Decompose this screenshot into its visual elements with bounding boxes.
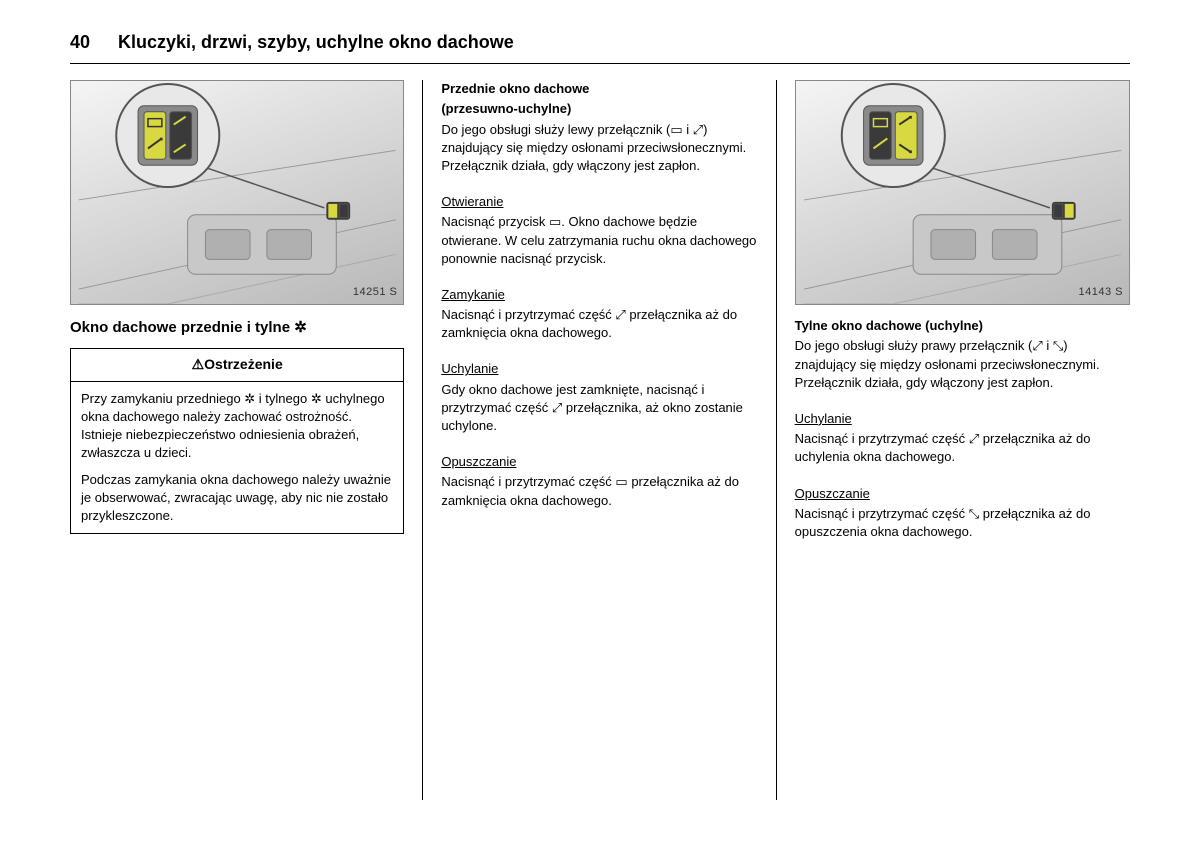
page-header: 40 Kluczyki, drzwi, szyby, uchylne okno … xyxy=(70,30,1130,55)
page-number: 40 xyxy=(70,30,90,55)
figure-rear-sunroof: 14143 S xyxy=(795,80,1130,305)
col3-intro: Do jego obsługi służy prawy przełącznik … xyxy=(795,337,1130,392)
header-rule xyxy=(70,63,1130,64)
figure-front-sunroof-svg xyxy=(71,81,403,304)
page-title: Kluczyki, drzwi, szyby, uchylne okno dac… xyxy=(118,30,514,55)
col2-intro: Do jego obsługi służy lewy przełącznik (… xyxy=(441,121,757,176)
warning-heading: ⚠Ostrzeżenie xyxy=(71,349,403,382)
col2-heading-line1: Przednie okno dachowe xyxy=(441,80,757,98)
op-text-tilt-rear: Nacisnąć i przytrzymać część ⤢ przełączn… xyxy=(795,430,1130,466)
op-title-tilt: Uchylanie xyxy=(441,360,498,378)
op-text-tilt: Gdy okno dachowe jest zamknięte, nacisną… xyxy=(441,381,757,436)
columns-wrapper: 14251 S Okno dachowe przednie i tylne ✲ … xyxy=(70,80,1130,800)
figure-rear-sunroof-svg xyxy=(796,81,1129,304)
op-title-lower: Opuszczanie xyxy=(441,453,516,471)
warning-body: Przy zamykaniu przedniego ✲ i tylnego ✲ … xyxy=(71,382,403,533)
op-title-tilt-rear: Uchylanie xyxy=(795,410,852,428)
column-3: 14143 S Tylne okno dachowe (uchylne) Do … xyxy=(777,80,1130,800)
column-1: 14251 S Okno dachowe przednie i tylne ✲ … xyxy=(70,80,423,800)
op-text-close: Nacisnąć i przytrzymać część ⤢ przełączn… xyxy=(441,306,757,342)
section-title-1: Okno dachowe przednie i tylne ✲ xyxy=(70,317,404,338)
op-text-lower-rear: Nacisnąć i przytrzymać część ⤡ przełączn… xyxy=(795,505,1130,541)
figure-id-1: 14251 S xyxy=(353,285,397,300)
figure-front-sunroof: 14251 S xyxy=(70,80,404,305)
op-text-open: Nacisnąć przycisk ▭. Okno dachowe będzie… xyxy=(441,213,757,268)
figure-id-2: 14143 S xyxy=(1079,285,1123,300)
col3-heading: Tylne okno dachowe (uchylne) xyxy=(795,317,1130,335)
warning-p2: Podczas zamykania okna dachowego należy … xyxy=(81,471,393,526)
warning-p1: Przy zamykaniu przedniego ✲ i tylnego ✲ … xyxy=(81,390,393,463)
op-title-open: Otwieranie xyxy=(441,193,503,211)
op-title-lower-rear: Opuszczanie xyxy=(795,485,870,503)
warning-box: ⚠Ostrzeżenie Przy zamykaniu przedniego ✲… xyxy=(70,348,404,534)
op-text-lower: Nacisnąć i przytrzymać część ▭ przełączn… xyxy=(441,473,757,509)
column-2: Przednie okno dachowe (przesuwno-uchylne… xyxy=(423,80,776,800)
col2-heading-line2: (przesuwno-uchylne) xyxy=(441,100,757,118)
op-title-close: Zamykanie xyxy=(441,286,505,304)
